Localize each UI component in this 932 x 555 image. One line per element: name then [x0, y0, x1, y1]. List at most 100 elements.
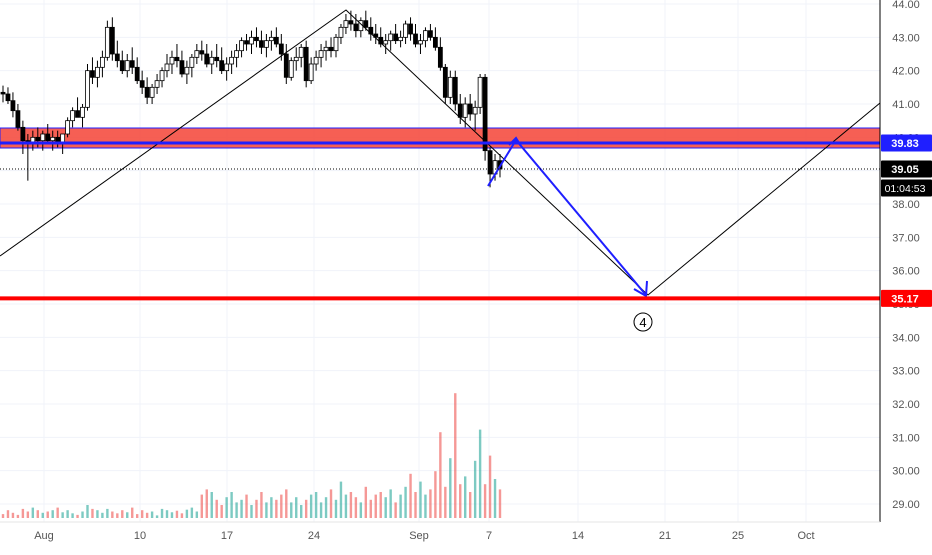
countdown-badge: 01:04:53 [881, 179, 932, 197]
candle [487, 147, 493, 188]
volume-bar [459, 484, 462, 518]
candle [408, 17, 413, 41]
countdown-badge-label: 01:04:53 [885, 183, 926, 195]
candle [10, 92, 16, 118]
price-tick-label: 36.00 [892, 266, 920, 278]
candle [144, 77, 150, 104]
volume-bar [106, 508, 109, 518]
candle [288, 57, 294, 81]
volume-bar [275, 499, 278, 518]
candle [418, 34, 423, 54]
blue-level-badge-label: 39.83 [891, 138, 919, 150]
candle [104, 20, 110, 61]
candle [45, 124, 51, 144]
candle [298, 44, 304, 68]
candle [189, 54, 195, 78]
candle [403, 20, 408, 44]
volume-bar [150, 511, 154, 518]
candle [129, 47, 135, 74]
candle [100, 50, 105, 78]
candle [90, 57, 95, 84]
volume-bar [334, 499, 338, 518]
candle [229, 50, 235, 74]
candle [358, 17, 364, 38]
candle [467, 94, 473, 121]
candle [338, 24, 344, 44]
volume-bar [359, 502, 363, 518]
candle [204, 44, 210, 68]
candle [383, 34, 389, 54]
candle [209, 50, 215, 74]
volume-bar [314, 492, 318, 518]
volume-bar [170, 512, 174, 518]
time-tick-label: 14 [572, 530, 584, 542]
candle [428, 24, 433, 41]
volume-bar [235, 502, 238, 518]
volume-bar [468, 492, 472, 518]
volume-bar [36, 510, 39, 518]
volume-bar [409, 473, 412, 518]
volume-bar [449, 458, 452, 518]
arrowhead-down [633, 280, 648, 298]
candle [308, 57, 314, 84]
candle [70, 107, 75, 128]
volume-bar [374, 494, 377, 518]
volume-bar [1, 514, 5, 518]
candle [259, 30, 264, 54]
candle [15, 104, 21, 131]
candle [303, 40, 309, 88]
blue-level-badge-bg [881, 134, 932, 152]
candle [164, 54, 170, 78]
volume-bar [140, 510, 144, 518]
candle [273, 27, 279, 48]
volume-bar [329, 489, 333, 518]
candle [124, 54, 130, 78]
volume-bar [91, 508, 94, 518]
red-level-badge-label: 35.17 [891, 293, 919, 305]
volume-bar [195, 511, 199, 518]
volume-bar [190, 507, 194, 518]
price-tick-label: 32.00 [892, 399, 920, 411]
price-tick-label: 44.00 [892, 0, 920, 11]
candle [432, 27, 438, 51]
volume-bar [111, 511, 114, 518]
volume-bar [185, 509, 189, 518]
volume-bar [61, 512, 64, 518]
volume-bar [304, 499, 308, 518]
resistance-zone [0, 127, 881, 149]
volume-bar [344, 494, 348, 518]
candle [134, 57, 140, 84]
candle [5, 87, 11, 104]
candle [398, 30, 404, 48]
volume-bar [145, 512, 149, 518]
candle [194, 44, 200, 64]
volume-bar [71, 513, 74, 518]
last-price-badge-bg [881, 160, 932, 178]
price-axis[interactable] [879, 0, 932, 522]
candle [95, 60, 100, 88]
candle [283, 44, 289, 84]
candle [219, 47, 225, 74]
volume-bar [414, 492, 417, 518]
volume-bar [473, 460, 477, 518]
candle [254, 27, 259, 48]
candle [20, 120, 26, 154]
volume-bar [56, 507, 59, 518]
candle [75, 97, 80, 118]
volume-bar [389, 489, 392, 518]
candle [65, 117, 71, 138]
candle [477, 74, 483, 114]
volume-bar [51, 510, 54, 518]
volume-bar [493, 479, 497, 518]
volume-bar [295, 497, 298, 518]
volume-bar [399, 494, 402, 518]
blue-projection-arrow [487, 138, 647, 296]
volume-bar [478, 429, 482, 518]
volume-bar [444, 486, 447, 518]
volume-bar [354, 497, 358, 518]
candle [472, 100, 478, 131]
last-price-badge: 39.05 [881, 160, 932, 178]
volume-bar [339, 481, 343, 518]
